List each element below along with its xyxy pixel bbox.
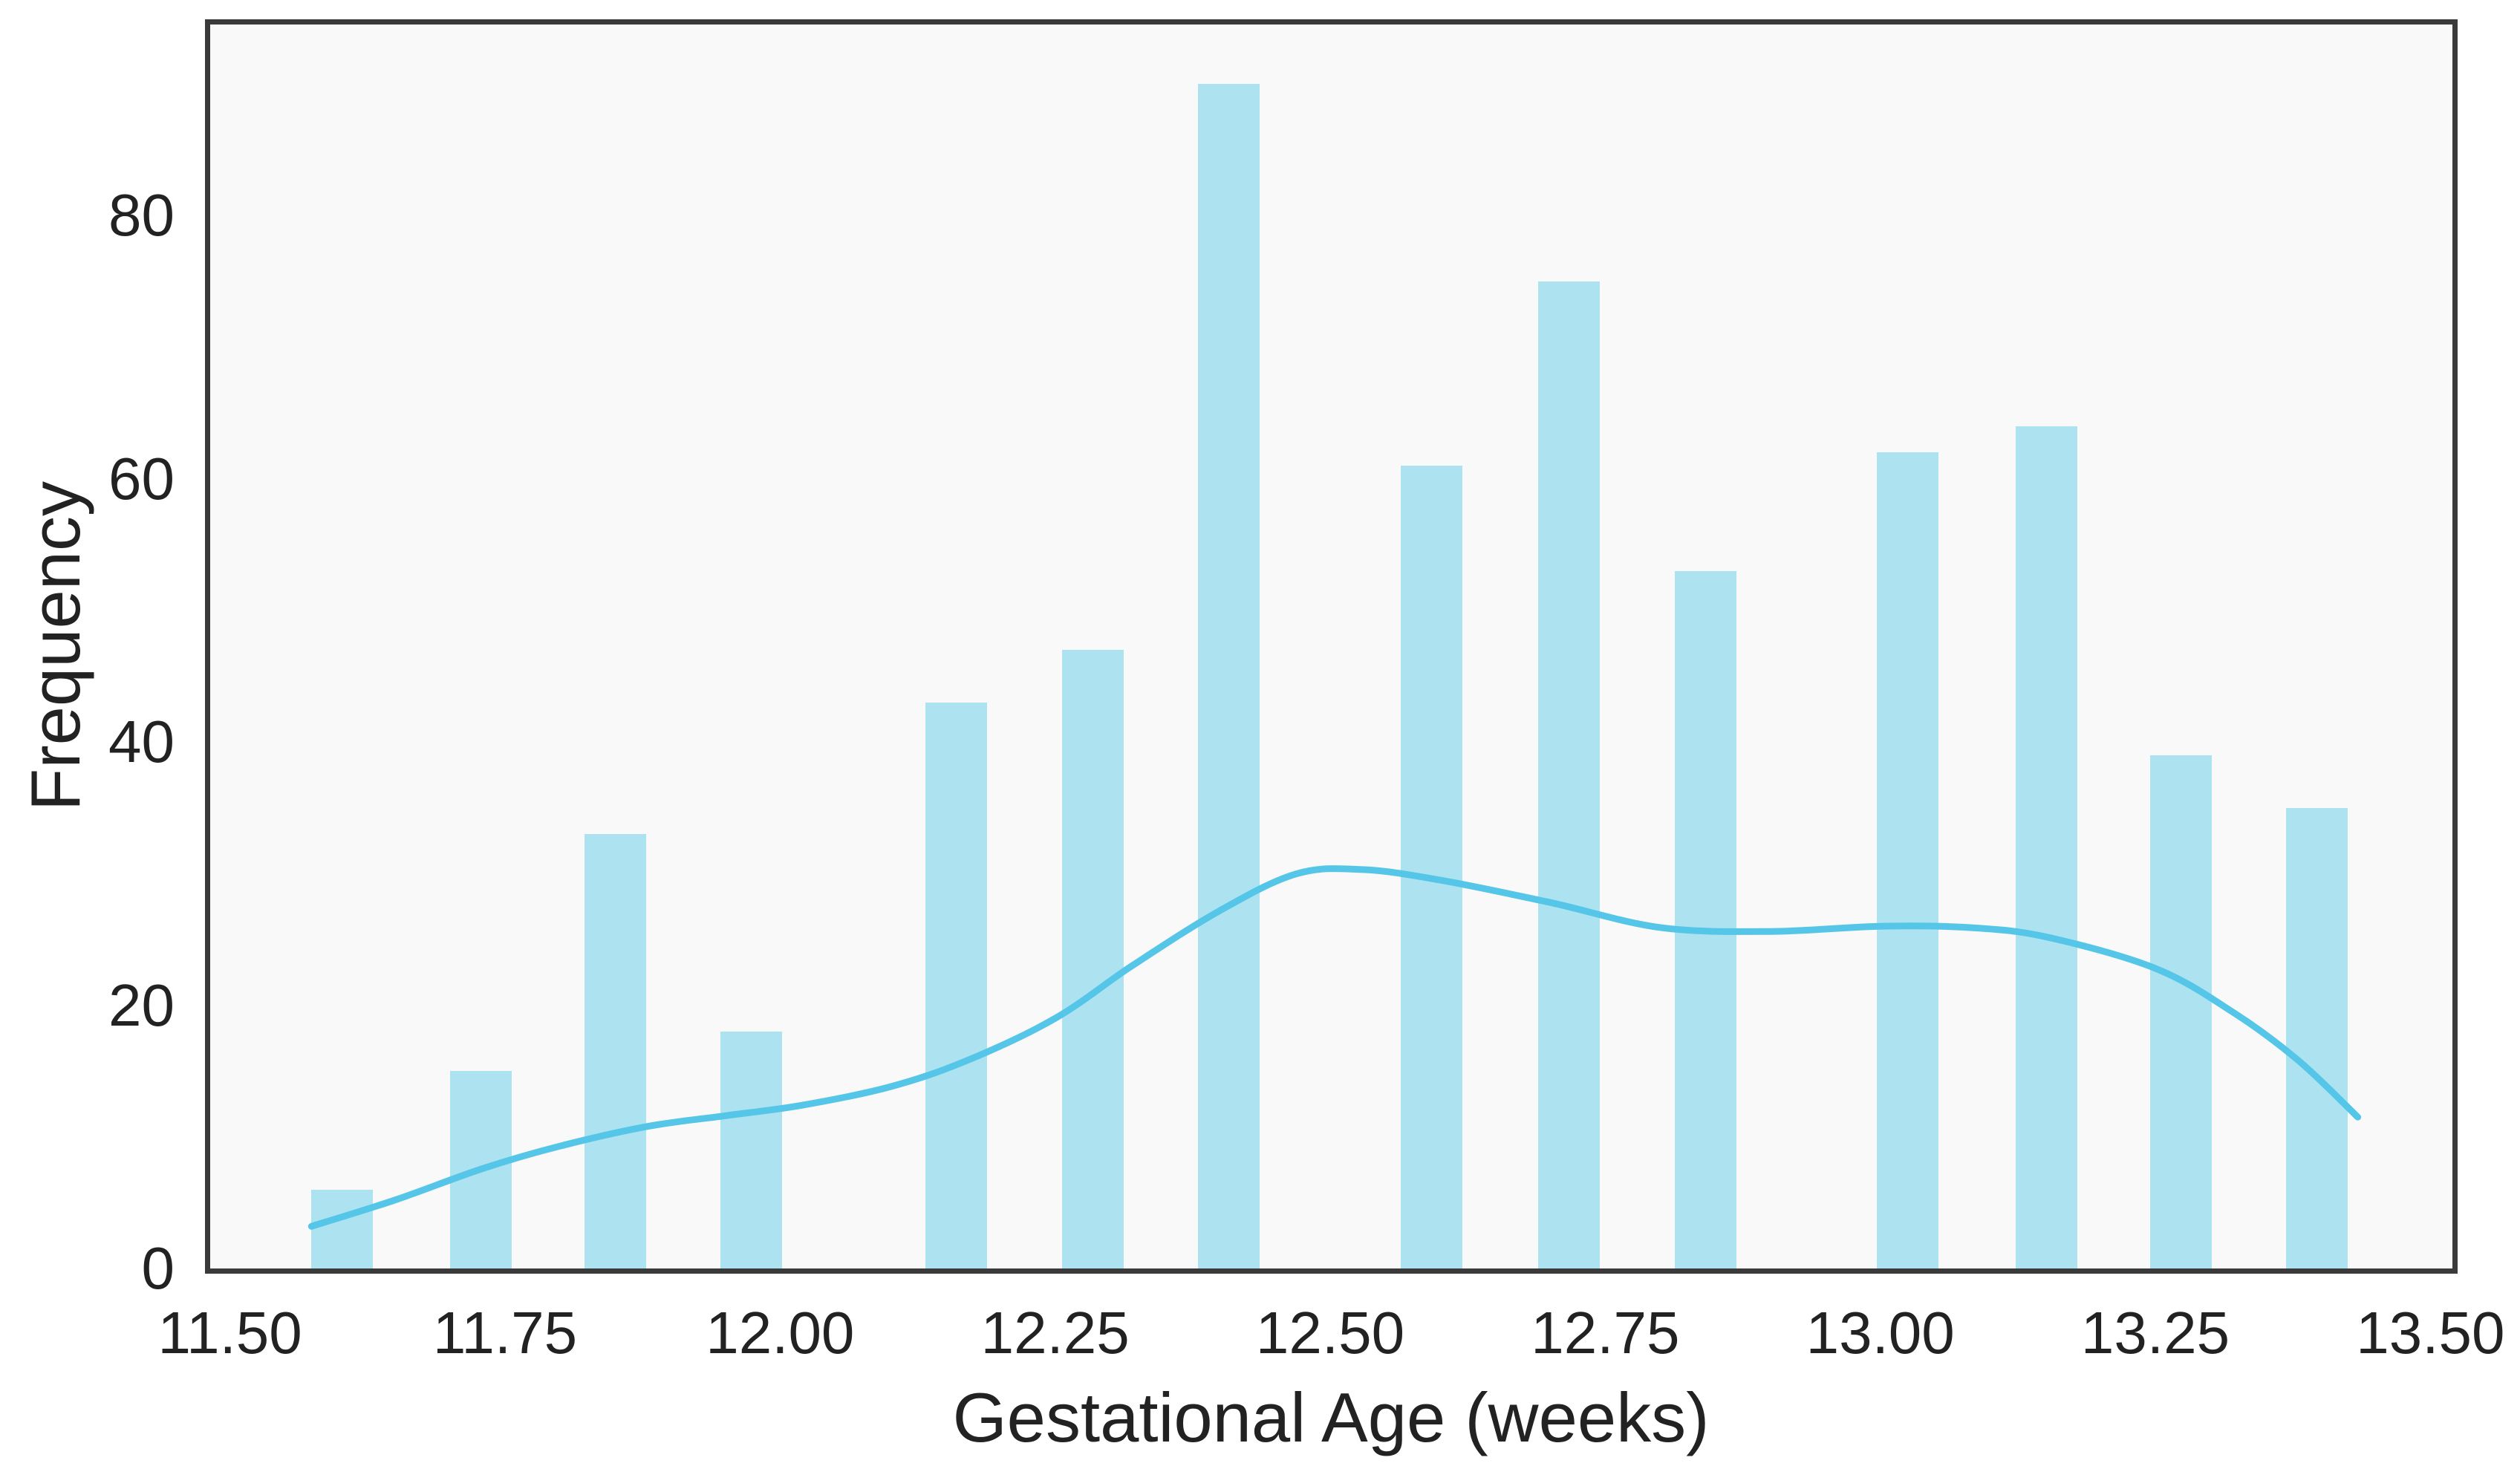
histogram-bar [1198,83,1260,1268]
y-tick-label: 80 [108,182,175,248]
y-tick-label: 20 [108,971,175,1038]
kde-curve [307,865,2362,1230]
x-tick-label: 12.50 [1255,1300,1405,1366]
histogram-bar [1400,465,1462,1268]
histogram-bar [1537,281,1600,1268]
x-tick-label: 12.25 [980,1300,1130,1366]
x-tick-label: 12.75 [1531,1300,1680,1366]
x-tick-label: 11.75 [432,1300,578,1366]
histogram-bar [2286,807,2348,1268]
x-axis-label: Gestational Age (weeks) [952,1378,1710,1456]
histogram-bar [925,702,987,1268]
histogram-bar [720,1031,783,1268]
histogram-bar [311,1189,374,1268]
x-tick-label: 13.00 [1806,1300,1955,1366]
histogram-bar [2149,755,2212,1268]
histogram-bar [1674,570,1736,1268]
x-tick-label: 12.00 [706,1300,855,1366]
y-tick-label: 0 [141,1235,175,1301]
x-tick-label: 13.25 [2080,1300,2230,1366]
histogram-bar [1061,649,1124,1268]
y-tick-label: 40 [108,709,175,775]
y-tick-label: 60 [108,445,175,512]
kde-line [307,865,2362,1230]
plot-area [205,19,2458,1274]
histogram-bar [584,834,646,1268]
histogram-bar [1877,452,1939,1268]
x-tick-label: 13.50 [2356,1300,2505,1366]
histogram-bar [2015,426,2077,1268]
x-tick-label: 11.50 [157,1300,302,1366]
histogram-bars-layer [210,25,2452,1268]
